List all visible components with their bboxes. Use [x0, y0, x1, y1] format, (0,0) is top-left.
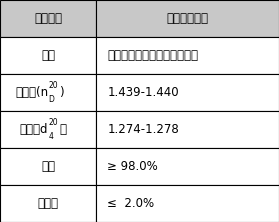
Bar [96, 148, 279, 185]
Text: 折光率(n: 折光率(n [15, 86, 48, 99]
Bar [0, 185, 96, 222]
Text: 20: 20 [48, 118, 58, 127]
Text: 外观: 外观 [41, 49, 55, 62]
Text: 1.439-1.440: 1.439-1.440 [107, 86, 179, 99]
Bar [0, 74, 96, 111]
Text: 纯度: 纯度 [41, 160, 55, 173]
Text: 产品质量指标: 产品质量指标 [167, 12, 209, 25]
Text: ≥ 98.0%: ≥ 98.0% [107, 160, 158, 173]
Bar [96, 74, 279, 111]
Text: D: D [48, 95, 54, 104]
Text: 1.274-1.278: 1.274-1.278 [107, 123, 179, 136]
Text: 4: 4 [48, 132, 53, 141]
Bar [0, 37, 96, 74]
Bar [96, 185, 279, 222]
Bar [0, 148, 96, 185]
Bar [0, 0, 96, 37]
Bar [96, 111, 279, 148]
Text: 20: 20 [48, 81, 58, 90]
Text: 无色或略带微淡黄色透明液体: 无色或略带微淡黄色透明液体 [107, 49, 198, 62]
Text: 密度（d: 密度（d [20, 123, 48, 136]
Bar [96, 0, 279, 37]
Bar [0, 111, 96, 148]
Text: 总杂质: 总杂质 [38, 197, 59, 210]
Text: ≤  2.0%: ≤ 2.0% [107, 197, 155, 210]
Text: ): ) [59, 86, 64, 99]
Text: 检验项目: 检验项目 [34, 12, 62, 25]
Text: ）: ） [59, 123, 66, 136]
Bar [96, 37, 279, 74]
